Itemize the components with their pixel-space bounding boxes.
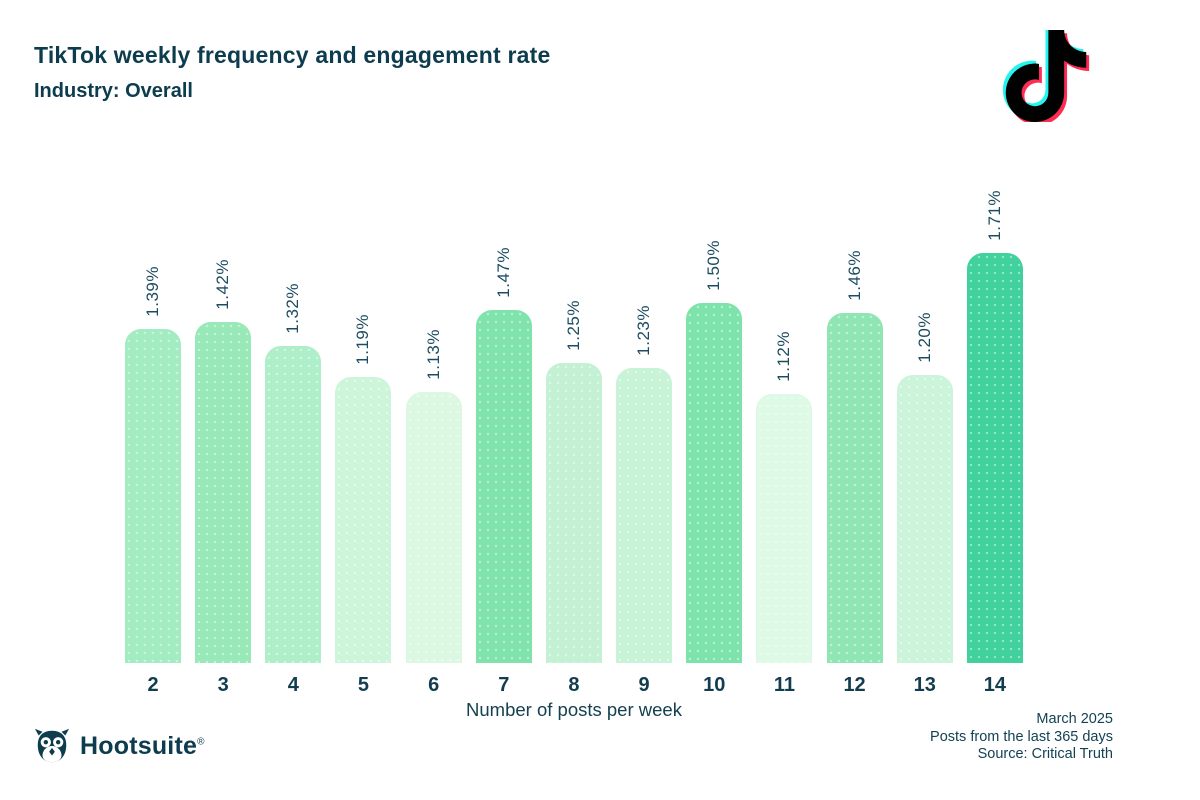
x-tick-label: 2 bbox=[147, 674, 159, 696]
page-title: TikTok weekly frequency and engagement r… bbox=[34, 42, 551, 68]
bar bbox=[966, 253, 1023, 663]
bar-column: 1.42% 3 bbox=[195, 163, 252, 698]
bar bbox=[475, 310, 532, 663]
x-tick-label: 7 bbox=[498, 674, 510, 696]
x-tick-label: 10 bbox=[703, 674, 726, 696]
bar bbox=[686, 303, 743, 663]
bar-chart: 1.39% 2 1.42% 3 1.32% 4 1.19% 5 1.13% 6 1.47% 7 1.25… bbox=[125, 163, 1023, 698]
bar-column: 1.46% 12 bbox=[826, 163, 883, 698]
footer-meta: March 2025 Posts from the last 365 days … bbox=[930, 711, 1113, 764]
x-tick-label: 9 bbox=[638, 674, 650, 696]
footer-source: Source: Critical Truth bbox=[977, 746, 1113, 762]
x-tick-label: 3 bbox=[217, 674, 229, 696]
bar-column: 1.12% 11 bbox=[756, 163, 813, 698]
bar-column: 1.47% 7 bbox=[475, 163, 532, 698]
hootsuite-owl-icon bbox=[34, 728, 70, 763]
bar-column: 1.71% 14 bbox=[966, 163, 1023, 698]
bar-column: 1.13% 6 bbox=[405, 163, 462, 698]
bar-column: 1.32% 4 bbox=[265, 163, 322, 698]
page-subtitle: Industry: Overall bbox=[34, 80, 193, 102]
bar-column: 1.23% 9 bbox=[616, 163, 673, 698]
bar-column: 1.19% 5 bbox=[335, 163, 392, 698]
bar bbox=[545, 363, 602, 663]
bar bbox=[335, 377, 392, 663]
x-tick-label: 8 bbox=[568, 674, 580, 696]
x-axis-title: Number of posts per week bbox=[466, 699, 682, 720]
footer-range: Posts from the last 365 days bbox=[930, 728, 1113, 745]
bar-value-label: 1.50% bbox=[704, 240, 724, 291]
bar-value-label: 1.20% bbox=[914, 312, 934, 363]
bar-value-label: 1.25% bbox=[563, 300, 583, 351]
bar bbox=[195, 322, 252, 663]
bar bbox=[405, 392, 462, 663]
bar-column: 1.39% 2 bbox=[125, 163, 181, 698]
footer-date: March 2025 bbox=[1036, 711, 1113, 727]
chart-header: TikTok weekly frequency and engagement r… bbox=[34, 42, 550, 103]
bar-value-label: 1.12% bbox=[774, 331, 794, 382]
bar-value-label: 1.47% bbox=[493, 247, 513, 298]
hootsuite-logo: Hootsuite® bbox=[33, 727, 205, 765]
bar bbox=[826, 313, 883, 663]
bar-value-label: 1.23% bbox=[634, 305, 654, 356]
x-tick-label: 6 bbox=[428, 674, 440, 696]
bar-value-label: 1.19% bbox=[353, 314, 373, 365]
x-tick-label: 13 bbox=[913, 674, 936, 696]
bar-value-label: 1.32% bbox=[283, 283, 303, 334]
bar-column: 1.20% 13 bbox=[896, 163, 953, 698]
bar bbox=[616, 368, 673, 663]
bar-column: 1.50% 10 bbox=[686, 163, 743, 698]
bar-value-label: 1.71% bbox=[984, 190, 1004, 241]
x-tick-label: 4 bbox=[287, 674, 299, 696]
bar bbox=[756, 394, 813, 663]
bar bbox=[125, 329, 181, 663]
bar-value-label: 1.46% bbox=[844, 250, 864, 301]
tiktok-logo-icon bbox=[1002, 30, 1090, 122]
bar bbox=[896, 375, 953, 663]
bar-column: 1.25% 8 bbox=[545, 163, 602, 698]
bar bbox=[265, 346, 322, 663]
bar-value-label: 1.42% bbox=[213, 259, 233, 310]
bar-value-label: 1.13% bbox=[423, 329, 443, 380]
hootsuite-wordmark: Hootsuite® bbox=[80, 731, 205, 760]
x-tick-label: 5 bbox=[357, 674, 370, 696]
x-tick-label: 14 bbox=[983, 674, 1006, 696]
x-tick-label: 11 bbox=[773, 674, 795, 696]
registered-mark: ® bbox=[197, 736, 205, 748]
x-tick-label: 12 bbox=[843, 674, 866, 696]
bar-value-label: 1.39% bbox=[143, 266, 162, 317]
